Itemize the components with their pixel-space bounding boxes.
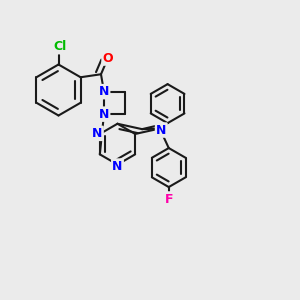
Text: N: N [92, 127, 103, 140]
Text: N: N [99, 108, 109, 121]
Text: Cl: Cl [53, 40, 67, 53]
Text: N: N [156, 124, 166, 136]
Text: N: N [112, 160, 123, 172]
Text: F: F [164, 193, 173, 206]
Text: O: O [103, 52, 113, 64]
Text: N: N [99, 85, 109, 98]
